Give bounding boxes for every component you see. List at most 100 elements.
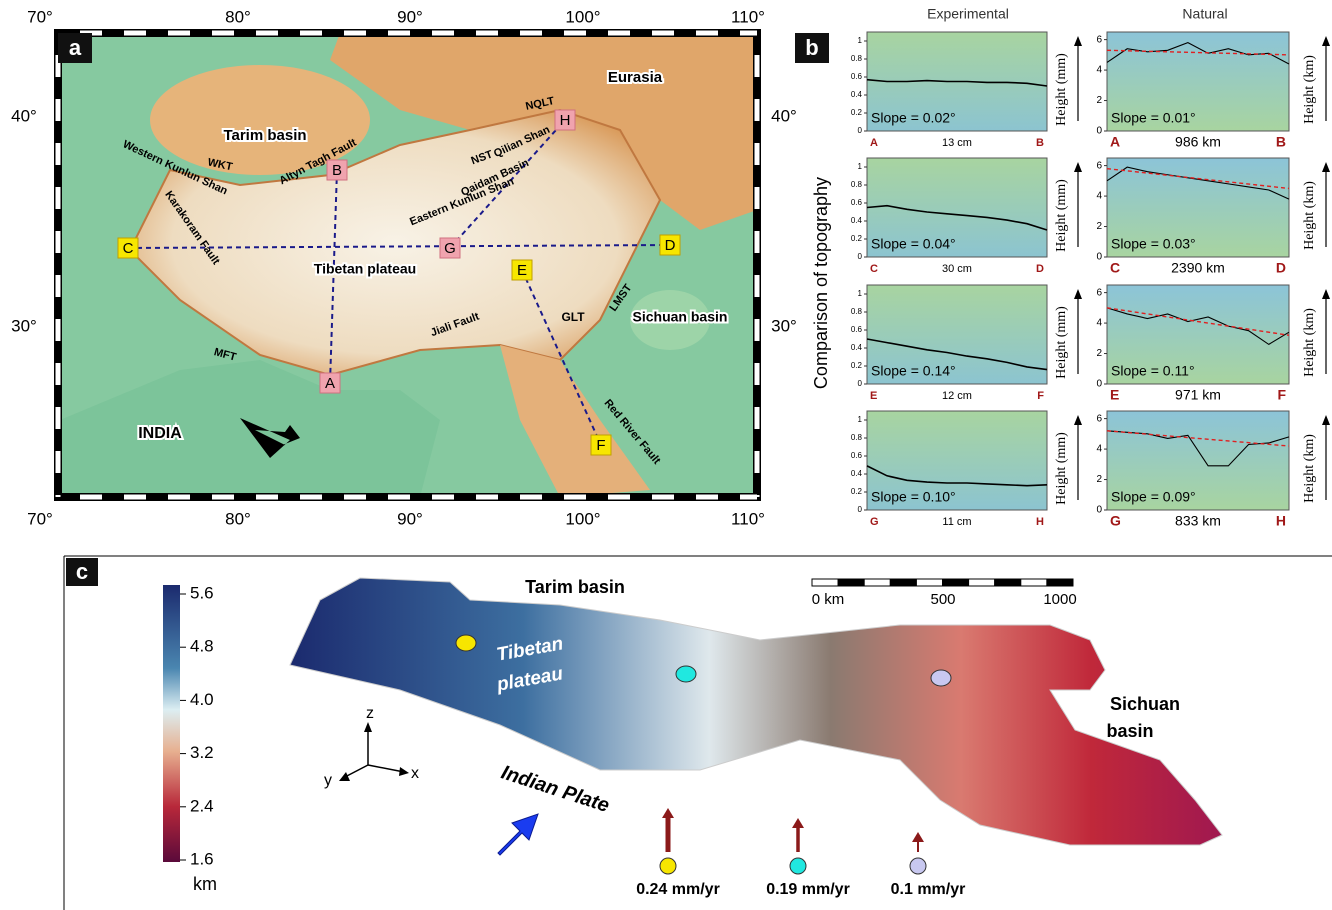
plateau-model	[290, 578, 1222, 845]
profile-length: 833 km	[1175, 513, 1221, 529]
axes-icon	[343, 728, 404, 778]
rate-arrow-head	[792, 818, 804, 828]
profile-start: C	[870, 263, 878, 275]
y-tick-label: 0	[858, 505, 863, 514]
profile-end: H	[1036, 516, 1044, 528]
station-marker	[456, 635, 476, 651]
y-tick-label: 1	[858, 289, 863, 298]
rate-arrow-head	[912, 832, 924, 842]
map-label: Sichuan basin	[633, 309, 728, 325]
profile-start: E	[1110, 387, 1119, 403]
height-arrow-head	[1074, 162, 1082, 172]
axis-name: z	[366, 705, 374, 722]
y-tick-label: 0.6	[851, 72, 863, 81]
panel-label: b	[805, 35, 818, 60]
y-tick-label: 2	[1096, 221, 1102, 232]
station-marker	[931, 670, 951, 686]
lon-tick-label: 70°	[27, 509, 53, 528]
scale-segment	[995, 579, 1021, 586]
lat-tick-label: 30°	[11, 316, 37, 335]
scale-label: 0 km	[812, 591, 845, 608]
y-tick-label: 0.6	[851, 451, 863, 460]
scale-segment	[890, 579, 916, 586]
y-tick-label: 6	[1096, 287, 1102, 298]
slope-label: Slope = 0.11°	[1111, 363, 1195, 379]
station-marker	[676, 666, 696, 682]
lon-tick-label: 100°	[565, 509, 600, 528]
y-tick-label: 0.2	[851, 361, 863, 370]
y-tick-label: 1	[858, 36, 863, 45]
profile-length: 30 cm	[942, 263, 972, 275]
lat-tick-label: 30°	[771, 316, 797, 335]
y-tick-label: 0.8	[851, 54, 863, 63]
rate-marker	[660, 858, 676, 874]
scale-segment	[838, 579, 864, 586]
y-tick-label: 1	[858, 415, 863, 424]
profile-end: D	[1276, 260, 1286, 276]
y-tick-label: 0	[1096, 252, 1102, 263]
y-tick-label: 2	[1096, 474, 1102, 485]
figure: a70°70°80°80°90°90°100°100°110°110°40°40…	[0, 0, 1332, 910]
y-tick-label: 2	[1096, 348, 1102, 359]
y-tick-label: 6	[1096, 413, 1102, 424]
profile-start: G	[870, 516, 879, 528]
colorbar-tick-label: 5.6	[190, 583, 214, 602]
y-tick-label: 0.4	[851, 216, 863, 225]
profile-point-label: A	[325, 375, 335, 392]
y-title: Comparison of topography	[811, 177, 831, 389]
scale-segment	[969, 579, 995, 586]
rate-label: 0.24 mm/yr	[636, 881, 720, 898]
lon-tick-label: 90°	[397, 7, 423, 26]
height-arrow-head	[1322, 415, 1330, 425]
colorbar-tick-label: 4.0	[190, 690, 214, 709]
y-tick-label: 0.4	[851, 90, 863, 99]
y-tick-label: 0.2	[851, 108, 863, 117]
y-tick-label: 4	[1096, 318, 1102, 329]
height-axis-label: Height (km)	[1302, 308, 1317, 377]
profile-start: A	[870, 137, 878, 149]
y-tick-label: 6	[1096, 34, 1102, 45]
model-label: Indian Plate	[498, 762, 612, 818]
axes-heads	[339, 722, 409, 781]
column-title: Experimental	[927, 6, 1009, 22]
colorbar-tick-label: 3.2	[190, 743, 214, 762]
y-tick-label: 6	[1096, 160, 1102, 171]
height-arrow-head	[1074, 289, 1082, 299]
rate-label: 0.1 mm/yr	[891, 881, 966, 898]
profile-point-label: D	[665, 237, 676, 254]
rate-arrow-head	[662, 808, 674, 818]
slope-label: Slope = 0.09°	[1111, 489, 1196, 505]
rate-marker	[910, 858, 926, 874]
scale-segment	[812, 579, 838, 586]
profile-end: F	[1037, 390, 1044, 402]
slope-label: Slope = 0.14°	[871, 363, 956, 379]
profile-length: 2390 km	[1171, 260, 1225, 276]
map-label: INDIA	[138, 425, 182, 442]
panel-label: a	[69, 35, 82, 60]
lat-tick-label: 40°	[771, 106, 797, 125]
y-tick-label: 0.4	[851, 469, 863, 478]
colorbar-tick-label: 2.4	[190, 796, 214, 815]
rate-label: 0.19 mm/yr	[766, 881, 850, 898]
y-tick-label: 4	[1096, 65, 1102, 76]
lon-tick-label: 100°	[565, 7, 600, 26]
india-motion-arrow	[498, 814, 538, 855]
scale-segment	[1047, 579, 1073, 586]
profile-start: C	[1110, 260, 1120, 276]
profile-point-label: B	[332, 162, 342, 179]
height-arrow-head	[1322, 289, 1330, 299]
scale-segment	[1021, 579, 1047, 586]
lat-tick-label: 40°	[11, 106, 37, 125]
height-axis-label: Height (km)	[1302, 55, 1317, 124]
profile-end: H	[1276, 513, 1286, 529]
height-arrow-head	[1322, 162, 1330, 172]
profile-length: 971 km	[1175, 387, 1221, 403]
y-tick-label: 0	[1096, 379, 1102, 390]
profile-length: 11 cm	[942, 516, 971, 528]
slope-label: Slope = 0.01°	[1111, 110, 1196, 126]
lon-tick-label: 110°	[731, 7, 765, 26]
map-label: Tibetan plateau	[314, 261, 416, 277]
colorbar-unit: km	[193, 874, 217, 894]
scale-label: 1000	[1043, 591, 1076, 608]
y-tick-label: 0	[1096, 505, 1102, 516]
